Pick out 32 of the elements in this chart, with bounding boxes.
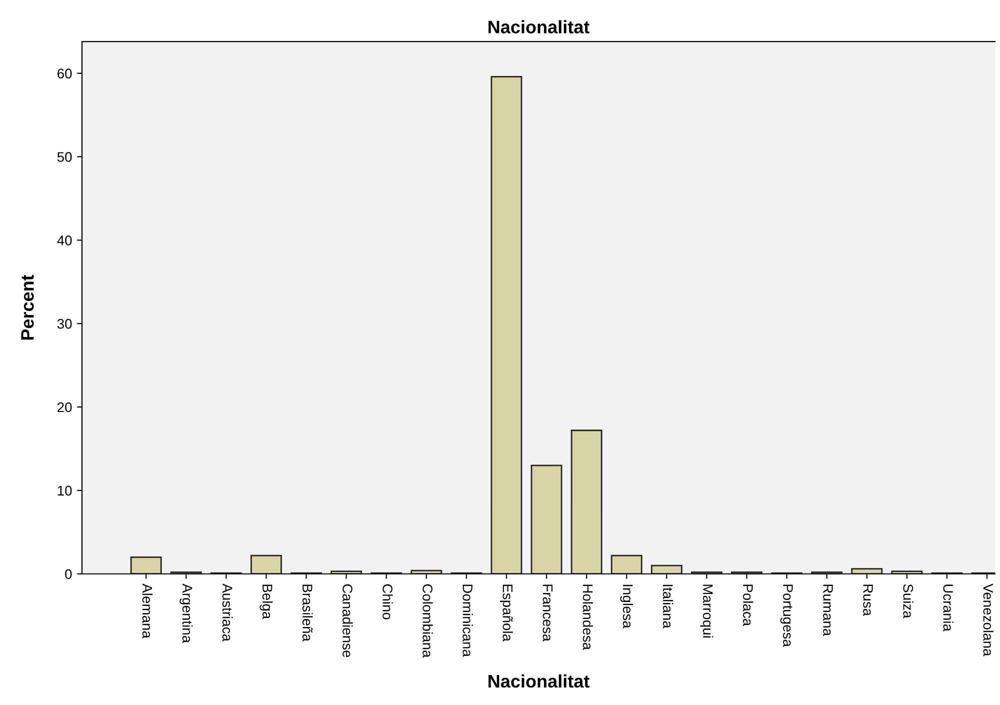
- x-tick-label: Belga: [260, 584, 273, 620]
- x-tick-label: Chino: [382, 584, 393, 620]
- x-tick-label: Brasileña: [302, 584, 313, 642]
- chart-title: Nacionalitat: [488, 20, 590, 34]
- x-tick-label: Inglesa: [620, 584, 634, 628]
- x-tick-label: Marroqui: [700, 584, 714, 638]
- y-tick-label: 60: [58, 68, 72, 78]
- y-tick-label: 10: [58, 486, 72, 496]
- y-tick-label: 50: [57, 152, 72, 162]
- y-tick-label: 20: [58, 402, 72, 412]
- x-tick-label: Italiana: [662, 584, 674, 628]
- x-tick-label: Ucrania: [943, 584, 954, 632]
- y-tick-label: 30: [57, 318, 72, 329]
- x-tick-label: Austriaca: [222, 584, 233, 642]
- x-tick-label: Holandesa: [582, 584, 594, 650]
- x-tick-label: Rumana: [823, 584, 833, 636]
- x-tick-label: Francesa: [542, 584, 552, 642]
- x-tick-label: Polaca: [743, 584, 754, 626]
- x-tick-label: Española: [500, 584, 513, 642]
- x-tick-label: Portugesa: [780, 584, 793, 647]
- x-axis-title: Nacionalitat: [488, 674, 590, 688]
- y-tick-label: 40: [57, 235, 72, 246]
- x-tick-label: Rusa: [863, 584, 873, 616]
- y-axis-title: Percent: [21, 274, 34, 340]
- x-tick-label: Canadiense: [342, 584, 353, 658]
- y-tick-label: 0: [65, 569, 72, 580]
- x-tick-label: Suiza: [903, 584, 914, 618]
- x-tick-label: Argentina: [180, 584, 193, 644]
- x-tick-label: Venezolana: [983, 584, 994, 656]
- x-tick-label: Dominicana: [462, 584, 473, 657]
- x-tick-label: Alemana: [142, 584, 153, 638]
- x-tick-label: Colombiana: [422, 584, 433, 658]
